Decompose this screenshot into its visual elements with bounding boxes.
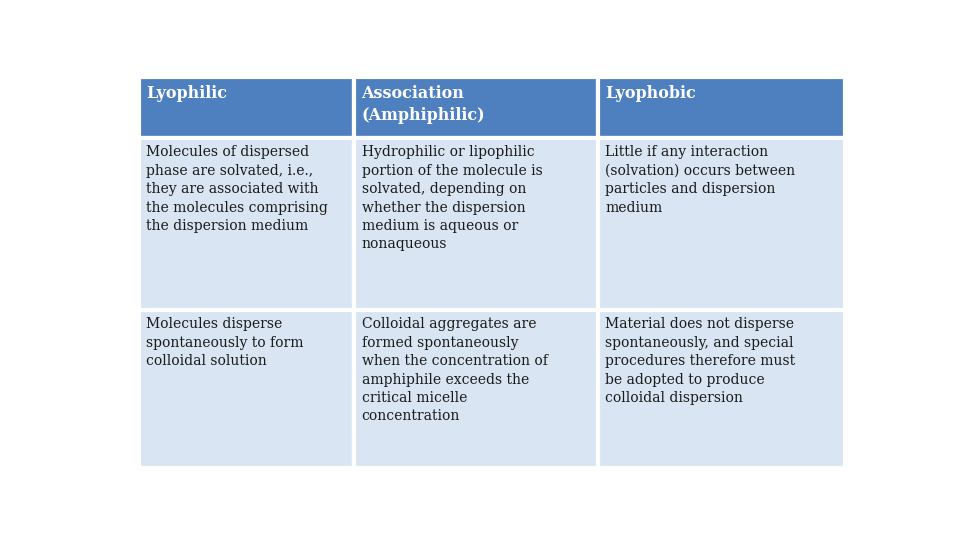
Text: Hydrophilic or lipophilic
portion of the molecule is
solvated, depending on
whet: Hydrophilic or lipophilic portion of the… xyxy=(362,145,542,251)
Bar xyxy=(598,310,846,468)
Bar xyxy=(598,77,846,138)
Bar xyxy=(354,138,598,310)
Text: Lyophilic: Lyophilic xyxy=(146,85,227,102)
Bar xyxy=(138,310,354,468)
Text: Material does not disperse
spontaneously, and special
procedures therefore must
: Material does not disperse spontaneously… xyxy=(606,318,796,405)
Bar xyxy=(598,138,846,310)
Text: Little if any interaction
(solvation) occurs between
particles and dispersion
me: Little if any interaction (solvation) oc… xyxy=(606,145,796,214)
Bar xyxy=(138,138,354,310)
Bar xyxy=(354,310,598,468)
Text: Colloidal aggregates are
formed spontaneously
when the concentration of
amphiphi: Colloidal aggregates are formed spontane… xyxy=(362,318,547,423)
Text: Molecules disperse
spontaneously to form
colloidal solution: Molecules disperse spontaneously to form… xyxy=(146,318,303,368)
Text: Lyophobic: Lyophobic xyxy=(606,85,696,102)
Bar xyxy=(354,77,598,138)
Bar xyxy=(138,77,354,138)
Text: Molecules of dispersed
phase are solvated, i.e.,
they are associated with
the mo: Molecules of dispersed phase are solvate… xyxy=(146,145,328,233)
Text: Association
(Amphiphilic): Association (Amphiphilic) xyxy=(362,85,485,124)
